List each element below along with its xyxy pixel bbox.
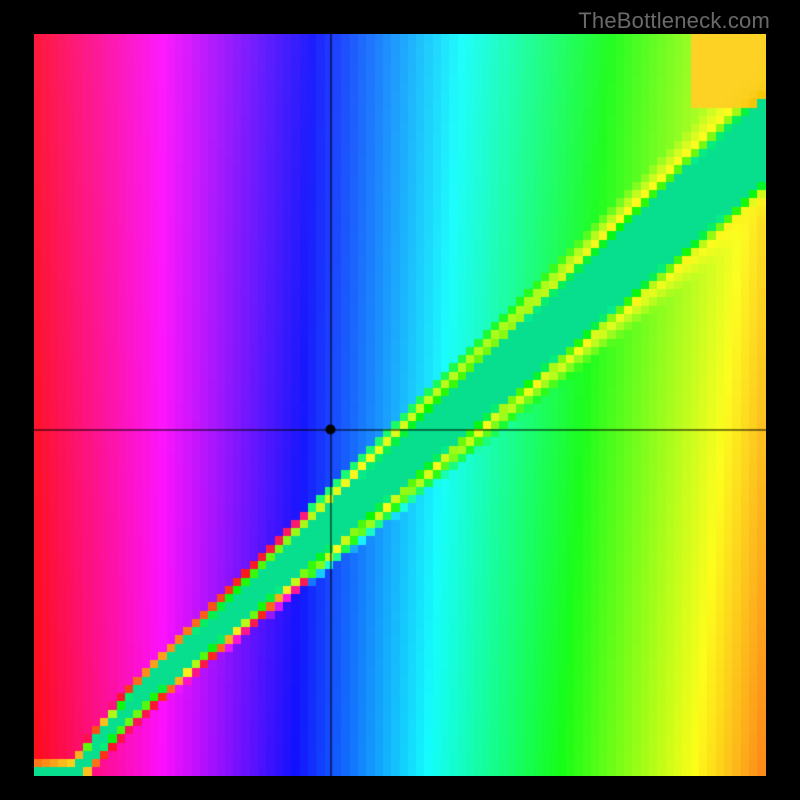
watermark-text: TheBottleneck.com <box>578 8 770 34</box>
bottleneck-heatmap <box>34 34 766 776</box>
